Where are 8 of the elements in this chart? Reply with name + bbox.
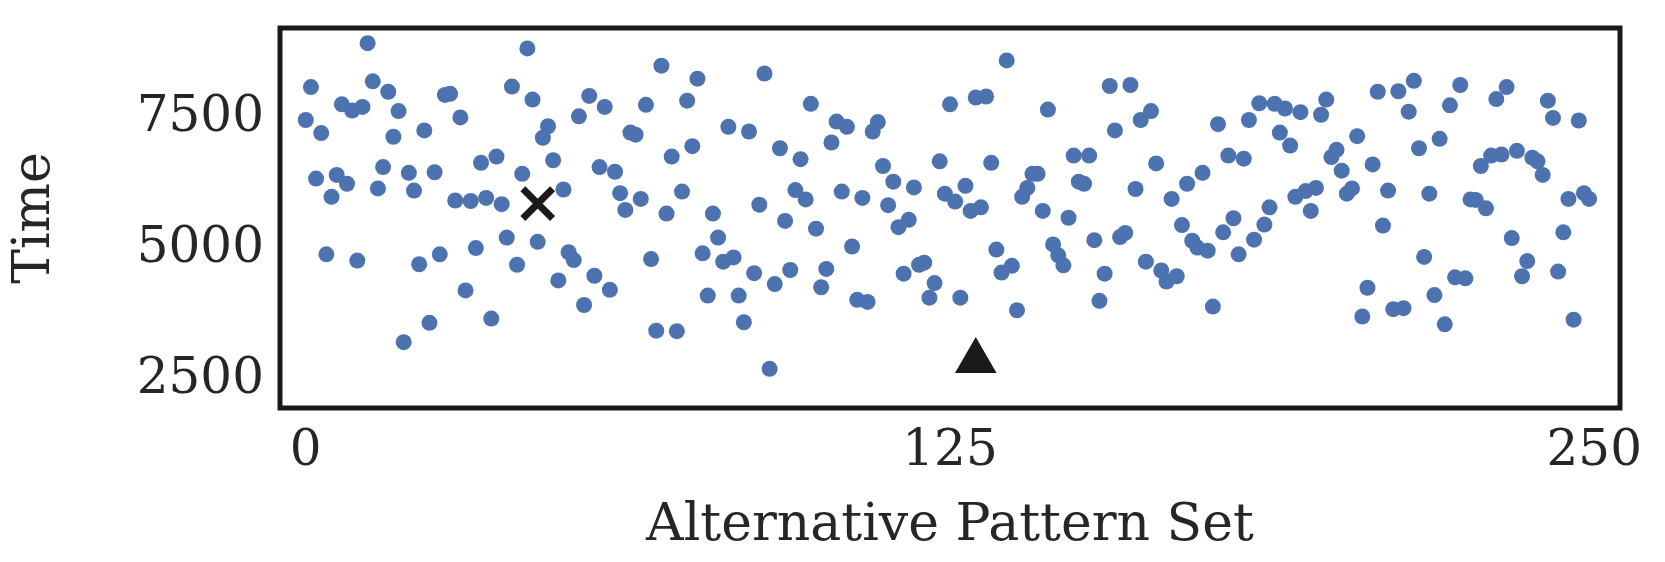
y-tick-label: 5000 [136,216,264,275]
y-tick-label: 7500 [136,85,264,144]
x-tick-label: 125 [902,418,998,477]
x-tick-label: 250 [1546,418,1642,477]
y-axis-title: Time [0,152,61,284]
y-tick-label: 2500 [136,346,264,405]
x-tick-label: 0 [289,418,322,477]
x-axis-title: Alternative Pattern Set [645,492,1254,553]
